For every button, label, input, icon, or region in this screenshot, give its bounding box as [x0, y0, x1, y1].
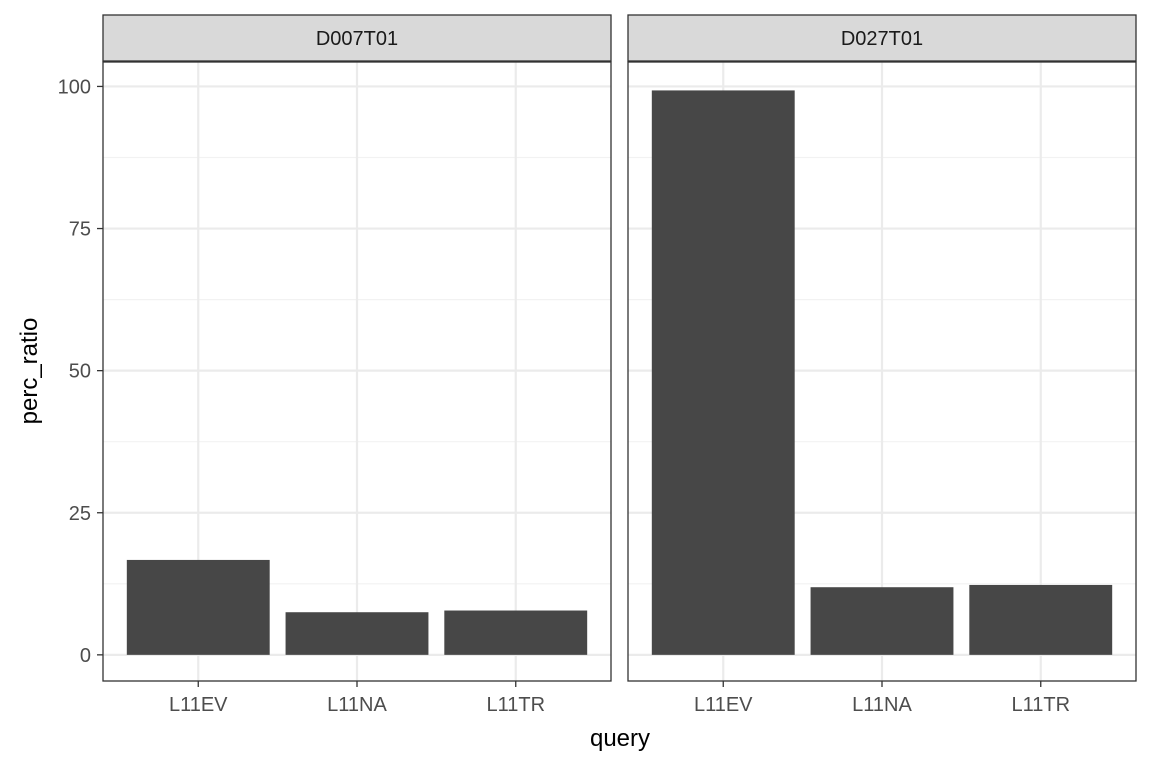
x-tick-label: L11NA: [327, 694, 387, 716]
x-axis-title: query: [590, 725, 650, 752]
facet-strip-label: D007T01: [316, 28, 398, 50]
panel-D007T01: D007T01 L11EV L11NA L11TR: [102, 14, 612, 716]
x-tick-label: L11TR: [486, 694, 545, 716]
x-tick-label: L11EV: [169, 694, 228, 716]
bar-D007T01-L11EV: [126, 559, 270, 655]
bar-D007T01-L11NA: [285, 612, 429, 655]
bar-D027T01-L11NA: [810, 587, 954, 655]
facet-strip-label: D027T01: [841, 28, 923, 50]
y-axis: 0 25 50 75 100: [58, 76, 103, 667]
y-tick-label: 50: [69, 361, 91, 383]
bar-D007T01-L11TR: [444, 610, 588, 655]
y-tick-label: 0: [80, 645, 91, 667]
bar-D027T01-L11EV: [651, 90, 795, 655]
panels-layer: D007T01 L11EV L11NA L11TR D027T01 L11EV L11NA L…: [102, 14, 1137, 716]
bar-D027T01-L11TR: [969, 584, 1113, 655]
panel-D027T01: D027T01 L11EV L11NA L11TR: [627, 14, 1137, 716]
facet-strip: [627, 14, 1137, 62]
x-tick-label: L11TR: [1011, 694, 1070, 716]
y-tick-label: 25: [69, 503, 91, 525]
facet-strip: [102, 14, 612, 62]
y-tick-label: 75: [69, 219, 91, 241]
x-tick-label: L11NA: [852, 694, 912, 716]
x-tick-label: L11EV: [694, 694, 753, 716]
y-tick-label: 100: [58, 76, 91, 98]
y-axis-title: perc_ratio: [16, 318, 43, 425]
